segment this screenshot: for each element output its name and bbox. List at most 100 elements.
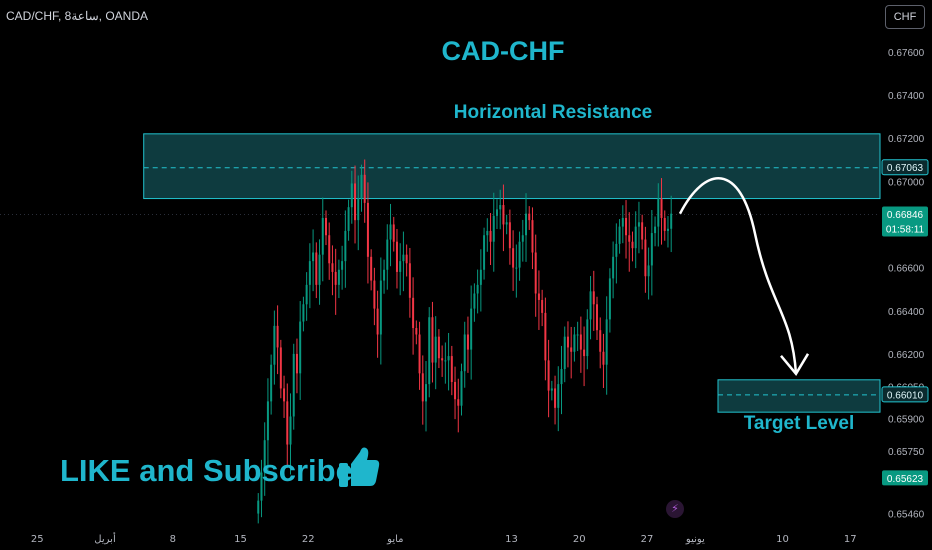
candle-body [263, 440, 266, 473]
candle-body [334, 271, 337, 285]
price-tick-label: 0.65750 [888, 447, 925, 458]
price-tick-label: 0.67200 [888, 134, 925, 145]
candle-body [437, 336, 440, 359]
price-label-text: 0.65623 [887, 474, 924, 485]
price-tick-label: 0.66200 [888, 350, 925, 361]
time-axis: 25 أبريل 8 15 22 مايو 13 20 27 يونيو 10 17 [31, 532, 857, 545]
price-label-bg [881, 386, 929, 403]
candle-body [470, 308, 473, 350]
candle-body [315, 252, 318, 285]
candle-body [363, 174, 366, 203]
candle-body [276, 325, 279, 348]
candle-body [599, 330, 602, 352]
price-tick-label: 0.65460 [888, 510, 925, 521]
candle-body [592, 291, 595, 305]
candle-body [428, 317, 431, 385]
time-tick-label: 22 [302, 534, 315, 545]
candle-body [447, 356, 450, 361]
candle-body [308, 261, 311, 285]
price-tick-label: 0.67000 [888, 177, 925, 188]
candle-body [479, 269, 482, 285]
candle-body [628, 235, 631, 242]
symbol-info[interactable]: CAD/CHF, 8ساعة, OANDA [6, 9, 148, 23]
projection-arrow [678, 177, 798, 374]
candle-body [573, 334, 576, 352]
candle-body [415, 328, 418, 335]
candle-body [270, 364, 273, 402]
time-tick-label: 20 [573, 534, 586, 545]
candle-body [273, 325, 276, 365]
candle-body [373, 280, 376, 309]
candle-body [318, 254, 321, 285]
currency-button[interactable]: CHF [885, 5, 925, 29]
candle-body [576, 334, 579, 336]
candle-body [370, 256, 373, 281]
candle-body [595, 304, 598, 331]
candle-body [583, 349, 586, 357]
price-tick-label: 0.67400 [888, 91, 925, 102]
candle-body [386, 239, 389, 270]
candle-body [505, 222, 508, 225]
candle-body [395, 241, 398, 272]
price-label: 0.67063 [881, 159, 929, 176]
candle-body [531, 220, 534, 253]
time-tick-label: 10 [776, 534, 789, 545]
candle-body [408, 263, 411, 298]
candle-body [473, 293, 476, 309]
candle-body [657, 198, 660, 227]
candle-body [634, 226, 637, 249]
resistance-zone [143, 133, 881, 200]
time-tick-label: 17 [844, 534, 857, 545]
candle-body [257, 500, 260, 514]
candle-body [283, 388, 286, 402]
candle-body [312, 252, 315, 262]
candle-body [476, 284, 479, 294]
candle-body [376, 308, 379, 335]
time-tick-label: 15 [234, 534, 247, 545]
candle-body [515, 267, 518, 269]
price-axis: 0.676000.674000.672000.670000.668000.666… [881, 48, 929, 521]
candle-body [260, 472, 263, 501]
lightning-icon[interactable]: ⚡ [666, 500, 684, 518]
candle-body [457, 399, 460, 406]
promo-text: LIKE and Subscribe [60, 453, 353, 488]
time-tick-label: مايو [386, 534, 403, 545]
candle-body [608, 278, 611, 320]
candle-body [463, 334, 466, 372]
arrow-head [780, 353, 810, 376]
time-tick-label: 8 [170, 534, 176, 545]
countdown-text: 01:58:11 [886, 225, 925, 236]
candle-body [612, 256, 615, 279]
candle-body [650, 233, 653, 266]
target-zone [717, 379, 881, 413]
candle-body [566, 336, 569, 348]
candle-body [454, 381, 457, 400]
candle-body [324, 217, 327, 236]
candle-body [299, 321, 302, 374]
thumb-hand [351, 447, 380, 486]
candle-body [550, 388, 553, 391]
candle-body [586, 319, 589, 357]
candle-body [279, 347, 282, 389]
candle-body [366, 202, 369, 257]
candle-body [421, 373, 424, 402]
price-label: 0.65623 [882, 470, 928, 486]
zones-layer [143, 133, 881, 413]
candle-body [625, 217, 628, 236]
candle-body [444, 360, 447, 362]
candle-body [495, 209, 498, 216]
candle-body [563, 336, 566, 370]
candle-body [402, 254, 405, 262]
thumbs-up-icon [339, 447, 380, 487]
target-label: Target Level [744, 413, 855, 434]
candles-layer [257, 159, 673, 524]
candle-body [492, 215, 495, 242]
candle-body [434, 336, 437, 363]
candle-body [441, 358, 444, 361]
candle-body [637, 222, 640, 227]
candle-body [286, 401, 289, 445]
candle-body [547, 360, 550, 391]
candle-body [354, 183, 357, 221]
candle-body [431, 317, 434, 363]
